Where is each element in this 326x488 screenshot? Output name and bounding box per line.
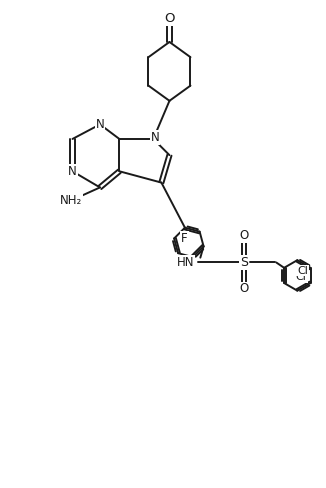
Text: N: N: [68, 165, 77, 178]
Text: N: N: [151, 131, 159, 144]
Text: S: S: [240, 256, 248, 269]
Text: F: F: [181, 232, 188, 245]
Text: Cl: Cl: [297, 265, 308, 276]
Text: N: N: [96, 118, 104, 131]
Text: NH₂: NH₂: [60, 194, 82, 207]
Text: HN: HN: [176, 256, 194, 269]
Text: O: O: [164, 12, 175, 25]
Text: Cl: Cl: [296, 272, 307, 283]
Text: O: O: [239, 283, 249, 296]
Text: O: O: [239, 229, 249, 243]
